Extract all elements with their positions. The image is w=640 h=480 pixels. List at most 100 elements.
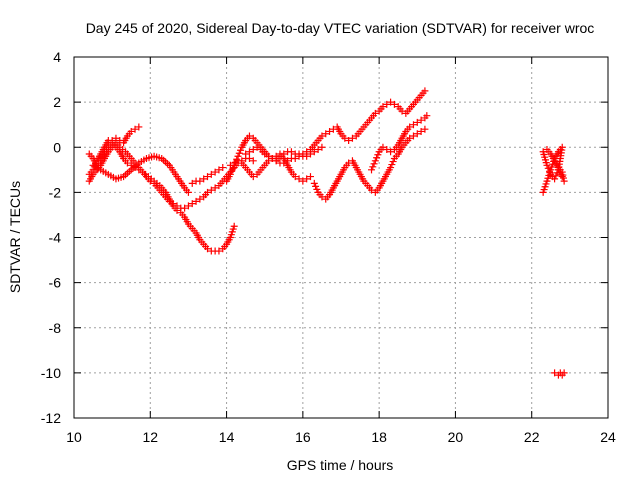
data-point xyxy=(169,200,177,208)
data-point xyxy=(369,163,377,171)
x-tick-label: 14 xyxy=(219,429,235,445)
data-point xyxy=(230,222,238,230)
data-point xyxy=(242,150,250,158)
data-point xyxy=(291,173,299,181)
data-point xyxy=(312,182,320,190)
data-point xyxy=(104,136,112,144)
y-tick-label: -12 xyxy=(41,410,61,426)
data-point xyxy=(276,152,284,160)
y-tick-label: -8 xyxy=(49,320,62,336)
y-tick-label: -4 xyxy=(49,230,62,246)
data-point xyxy=(371,157,379,165)
x-tick-label: 12 xyxy=(142,429,158,445)
data-points xyxy=(85,87,568,379)
data-point xyxy=(226,161,234,169)
data-point xyxy=(387,148,395,156)
data-point xyxy=(544,164,552,172)
data-point xyxy=(207,170,215,178)
data-point xyxy=(228,167,236,175)
data-point xyxy=(390,100,398,108)
data-point xyxy=(413,118,421,126)
data-point xyxy=(215,166,223,174)
data-point xyxy=(230,159,238,167)
x-tick-label: 24 xyxy=(600,429,616,445)
data-point xyxy=(131,125,139,133)
data-point xyxy=(184,202,192,210)
data-point xyxy=(406,123,414,131)
data-point xyxy=(341,134,349,142)
data-point xyxy=(348,134,356,142)
data-point xyxy=(188,200,196,208)
y-tick-label: -6 xyxy=(49,275,62,291)
data-point xyxy=(245,148,253,156)
data-point xyxy=(318,143,326,151)
data-point xyxy=(234,157,242,165)
data-point xyxy=(387,98,395,106)
data-point xyxy=(245,155,253,163)
x-tick-label: 16 xyxy=(295,429,311,445)
y-tick-label: 0 xyxy=(53,139,61,155)
x-axis-label: GPS time / hours xyxy=(287,457,394,473)
y-tick-label: 2 xyxy=(53,94,61,110)
data-point xyxy=(135,166,143,174)
data-point xyxy=(379,143,387,151)
data-point xyxy=(560,369,568,377)
data-point xyxy=(379,103,387,111)
data-point xyxy=(249,157,257,165)
data-point xyxy=(370,160,378,168)
grid xyxy=(74,57,608,418)
data-point xyxy=(184,188,192,196)
data-point xyxy=(322,130,330,138)
data-point xyxy=(310,179,318,187)
y-axis-label: SDTVAR / TECUs xyxy=(7,181,23,293)
data-point xyxy=(204,245,211,253)
data-point xyxy=(547,170,555,178)
data-point xyxy=(237,146,245,154)
data-point xyxy=(368,166,376,174)
data-point xyxy=(146,177,154,185)
data-point xyxy=(417,127,425,135)
data-point xyxy=(310,148,318,156)
data-point xyxy=(265,152,273,160)
data-point xyxy=(207,186,215,194)
data-point xyxy=(383,100,391,108)
x-tick-label: 20 xyxy=(448,429,464,445)
data-point xyxy=(204,173,211,181)
data-point xyxy=(245,132,253,140)
data-point xyxy=(388,161,396,169)
data-point xyxy=(560,177,568,185)
data-point xyxy=(306,150,314,158)
data-point xyxy=(371,109,379,117)
data-point xyxy=(552,172,560,180)
data-point xyxy=(345,136,353,144)
data-point xyxy=(383,146,391,154)
data-point xyxy=(215,247,223,255)
y-tick-label: -2 xyxy=(49,184,62,200)
data-point xyxy=(181,204,189,212)
data-point xyxy=(313,185,321,193)
data-point xyxy=(173,202,181,210)
data-point xyxy=(554,166,562,174)
data-point xyxy=(249,173,257,181)
data-point xyxy=(318,132,326,140)
data-point xyxy=(406,134,414,142)
data-point xyxy=(233,155,241,163)
data-point xyxy=(204,188,211,196)
data-point xyxy=(196,177,204,185)
data-point xyxy=(135,123,143,131)
data-point xyxy=(389,158,397,166)
data-point xyxy=(200,175,208,183)
data-point xyxy=(192,197,200,205)
data-point xyxy=(295,150,303,158)
data-point xyxy=(127,127,135,135)
data-point xyxy=(299,177,307,185)
x-tick-label: 22 xyxy=(524,429,540,445)
data-point xyxy=(165,197,173,205)
data-point xyxy=(211,168,219,176)
data-point xyxy=(287,148,295,156)
chart-title: Day 245 of 2020, Sidereal Day-to-day VTE… xyxy=(86,20,595,36)
data-point xyxy=(235,149,243,157)
data-point xyxy=(421,87,429,95)
